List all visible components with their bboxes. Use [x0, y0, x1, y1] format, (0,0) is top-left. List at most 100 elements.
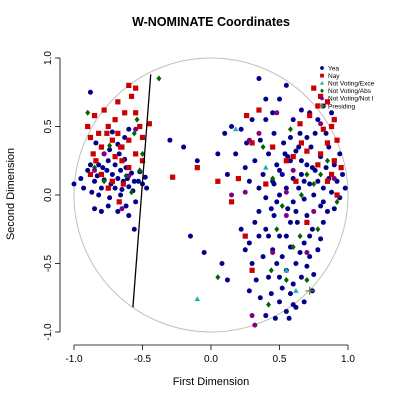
yea-point — [257, 295, 263, 301]
yea-point — [92, 178, 98, 184]
yea-point — [301, 299, 307, 305]
yea-point — [71, 181, 77, 187]
yea-point — [301, 240, 307, 246]
yea-point — [260, 171, 266, 177]
yea-point — [274, 162, 280, 168]
nay-point — [105, 185, 111, 191]
yea-point — [133, 199, 139, 205]
yea-point — [249, 117, 255, 123]
yea-point — [252, 219, 258, 225]
yea-point — [286, 315, 292, 321]
series-not-voting-not-i — [92, 110, 337, 328]
unit-circle — [73, 57, 349, 333]
yea-point — [301, 196, 307, 202]
x-tick-label: 1.0 — [341, 354, 355, 365]
not-voting-not-i-point — [331, 176, 337, 182]
yea-point — [290, 199, 296, 205]
yea-point — [119, 187, 125, 193]
legend-marker-2 — [319, 80, 325, 85]
yea-point — [271, 181, 277, 187]
yea-point — [93, 140, 99, 146]
not-voting-not-i-point — [246, 137, 252, 143]
yea-point — [112, 162, 118, 168]
yea-point — [222, 130, 228, 136]
yea-point — [323, 165, 329, 171]
yea-point — [274, 199, 280, 205]
yea-point — [118, 192, 124, 198]
yea-point — [242, 247, 248, 253]
nay-point — [90, 151, 96, 157]
y-tick-label: 0.5 — [43, 119, 54, 133]
legend-marker-1 — [320, 73, 324, 78]
nay-point — [334, 192, 340, 198]
not-voting-abs-point — [298, 192, 304, 198]
yea-point — [342, 185, 348, 191]
yea-point — [315, 178, 321, 184]
not-voting-abs-point — [134, 116, 140, 123]
yea-point — [256, 208, 262, 214]
nay-point — [244, 112, 250, 119]
not-voting-not-i-point — [290, 167, 296, 173]
yea-point — [96, 192, 102, 198]
nay-point — [338, 165, 344, 171]
yea-point — [271, 130, 277, 136]
legend-marker-4 — [320, 96, 324, 101]
yea-point — [242, 165, 248, 171]
series-nay — [85, 82, 344, 273]
not-voting-not-i-point — [274, 110, 280, 116]
yea-point — [309, 226, 315, 232]
nay-point — [297, 121, 303, 127]
yea-point — [331, 206, 337, 212]
nay-point — [115, 99, 121, 105]
yea-point — [263, 195, 269, 201]
nay-point — [87, 134, 94, 141]
legend-marker-3 — [320, 88, 324, 94]
yea-point — [215, 151, 221, 157]
yea-point — [298, 107, 304, 113]
nay-point — [98, 144, 104, 150]
nay-point — [105, 123, 111, 130]
nay-point — [215, 178, 221, 184]
nay-point — [318, 93, 324, 99]
yea-point — [256, 76, 262, 82]
nay-point — [133, 151, 139, 157]
nay-point — [263, 181, 269, 187]
not-voting-not-i-point — [229, 192, 235, 198]
yea-point — [92, 206, 98, 212]
not-voting-abs-point — [315, 226, 321, 233]
yea-point — [249, 261, 255, 266]
yea-point — [315, 247, 321, 253]
data-points — [71, 75, 348, 328]
legend-label-1: Nay — [328, 73, 340, 80]
yea-point — [272, 315, 278, 321]
not-voting-not-i-point — [318, 121, 324, 127]
yea-point — [107, 147, 113, 153]
chart-title: W-NOMINATE Coordinates — [132, 15, 290, 29]
legend-label-3: Not Voting/Abs — [328, 88, 372, 95]
yea-point — [131, 226, 137, 232]
yea-point — [304, 263, 310, 269]
nay-point — [194, 165, 200, 171]
yea-point — [252, 158, 258, 164]
nay-point — [242, 233, 248, 239]
yea-point — [98, 185, 104, 191]
x-tick-label: -0.5 — [134, 354, 152, 365]
yea-point — [312, 130, 318, 136]
yea-point — [219, 261, 225, 266]
not-voting-abs-point — [287, 126, 293, 133]
y-axis: -1.0 -0.5 0.0 0.5 1.0 — [43, 51, 61, 341]
not-voting-abs-point — [304, 276, 310, 283]
yea-point — [266, 151, 272, 157]
yea-point — [326, 144, 332, 150]
yea-point — [279, 171, 285, 177]
nay-point — [334, 137, 340, 143]
yea-point — [112, 185, 118, 191]
not-voting-abs-point — [140, 150, 145, 157]
yea-point — [144, 185, 150, 191]
yea-point — [123, 203, 129, 209]
series-not-voting-abs — [85, 75, 340, 308]
y-tick-label: -1.0 — [43, 323, 54, 341]
not-voting-exce-point — [194, 296, 201, 302]
yea-point — [201, 250, 207, 256]
yea-point — [263, 96, 269, 102]
